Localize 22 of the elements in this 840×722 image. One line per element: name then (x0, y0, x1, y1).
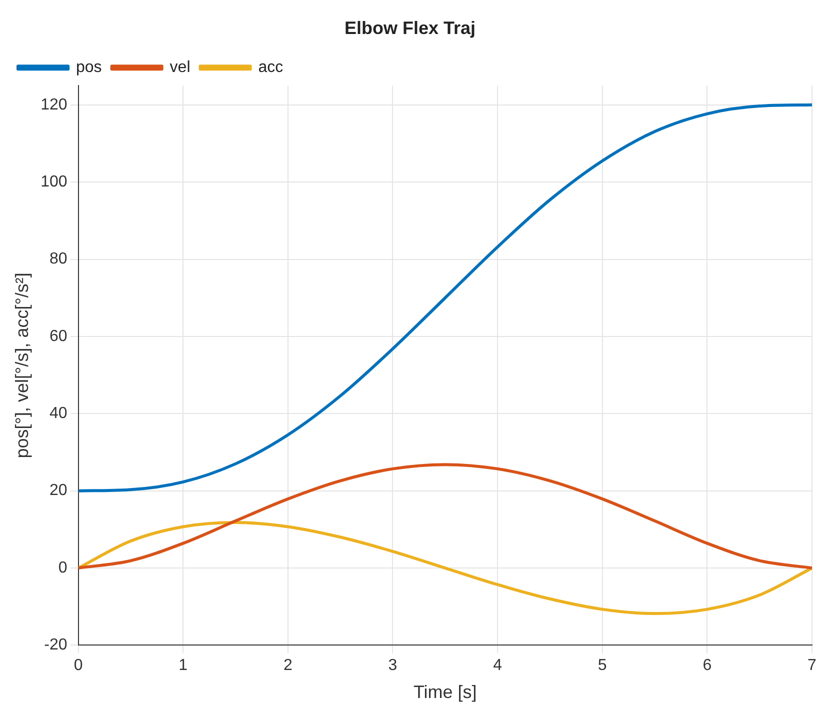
legend-label: vel (170, 59, 190, 76)
y-tick-label: 0 (58, 559, 68, 576)
x-tick-label: 7 (808, 657, 817, 674)
y-tick-label: 60 (50, 328, 68, 345)
x-tick-label: 3 (388, 657, 398, 674)
legend-label: pos (76, 59, 102, 76)
x-tick-label: 6 (702, 657, 712, 674)
x-tick-label: 4 (493, 657, 502, 674)
x-axis-title: Time [s] (413, 682, 477, 702)
y-tick-label: 80 (50, 250, 68, 268)
y-axis-title: pos[°], vel[°/s], acc[°/s²] (12, 272, 32, 458)
y-tick-label: 120 (40, 96, 68, 114)
chart-title: Elbow Flex Traj (344, 18, 476, 38)
legend-label: acc (258, 59, 284, 76)
y-tick-label: -20 (44, 636, 68, 654)
x-tick-label: 2 (283, 657, 292, 674)
y-tick-label: 20 (50, 482, 68, 500)
y-tick-label: 40 (50, 405, 68, 422)
x-tick-label: 5 (598, 657, 607, 674)
x-tick-label: 0 (74, 657, 83, 674)
y-tick-label: 100 (40, 173, 68, 190)
x-tick-label: 1 (178, 657, 188, 674)
